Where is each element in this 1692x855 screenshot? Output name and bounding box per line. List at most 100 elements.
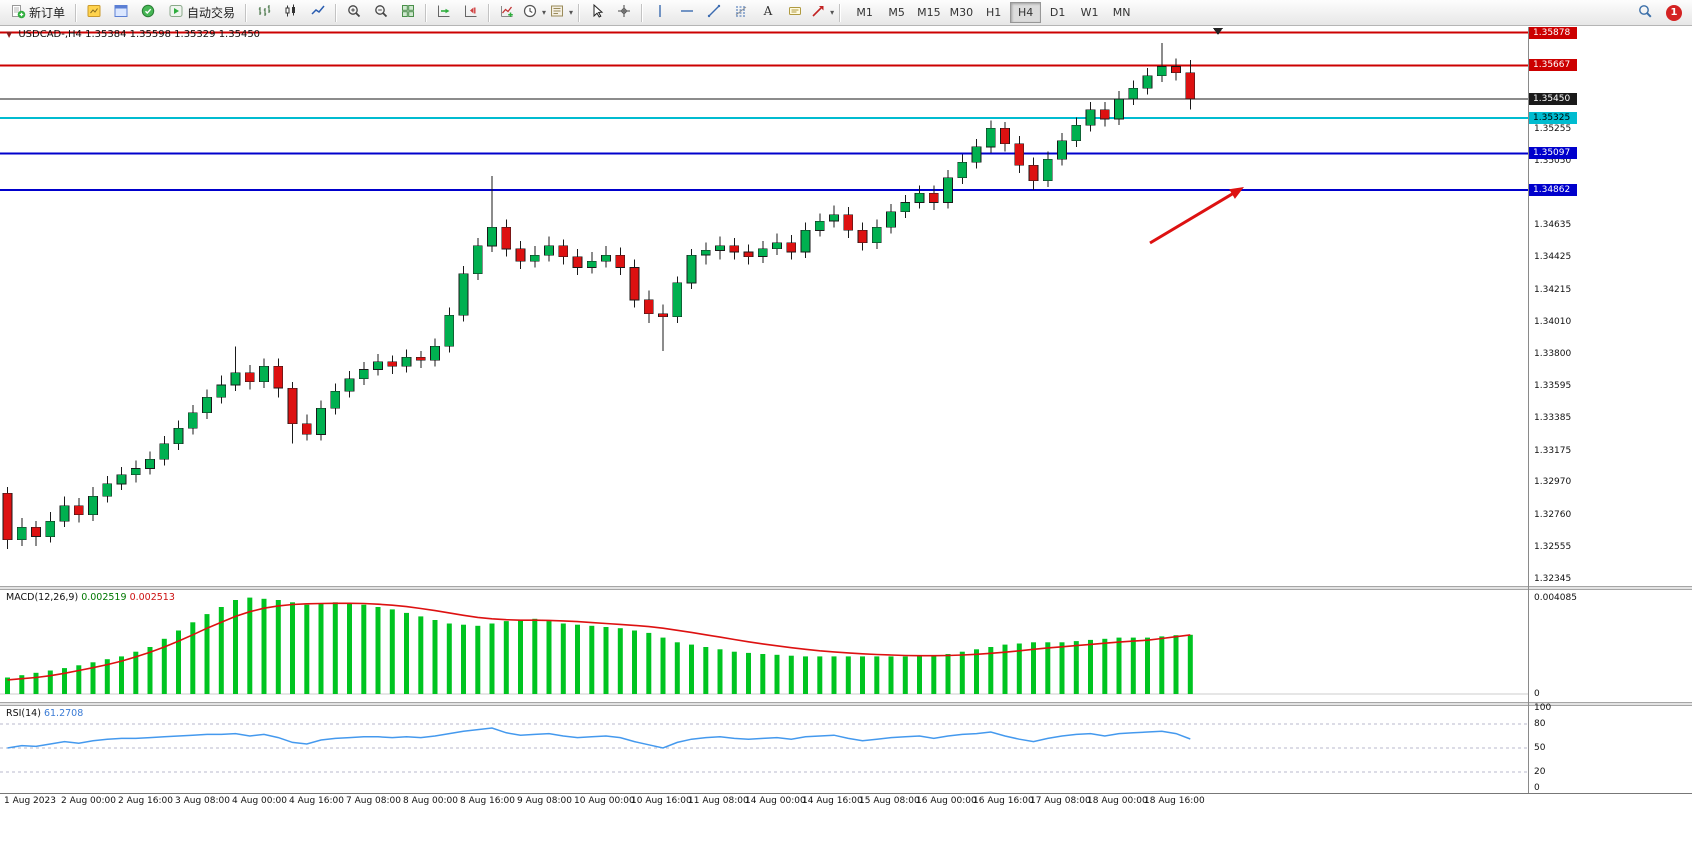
arrow-tools-button[interactable]: ▾ [809,1,835,25]
price-axis-tick: 1.34215 [1534,285,1572,295]
panel-splitter[interactable] [0,586,1692,590]
cursor-icon [589,3,605,23]
price-tag: 1.35450 [1529,93,1577,105]
time-axis-label: 14 Aug 00:00 [745,796,806,806]
line-chart-button[interactable] [305,1,331,25]
search-button[interactable] [1632,1,1658,25]
templates-button[interactable]: ▾ [548,1,574,25]
toolbar-separator [75,3,78,22]
profiles-button[interactable] [108,1,134,25]
data-window-button[interactable] [135,1,161,25]
price-axis-tick: 1.32970 [1534,477,1572,487]
candlestick-chart-button[interactable] [278,1,304,25]
chevron-down-icon: ▾ [830,8,835,17]
metaeditor-button[interactable] [81,1,107,25]
timeframe-H1[interactable]: H1 [985,6,1002,19]
collapse-arrow-icon[interactable]: ▼ [6,30,13,39]
rsi-axis-tick: 80 [1534,719,1546,729]
timeframe-D1[interactable]: D1 [1049,6,1066,19]
timeframe-H4[interactable]: H4 [1010,2,1042,23]
vertical-line-button[interactable] [647,1,673,25]
toolbar-separator [425,3,428,22]
timeframe-M1[interactable]: M1 [856,6,873,19]
chart-ohlc-values: 1.35384 1.35598 1.35329 1.35450 [85,29,261,40]
trendline-icon [706,3,722,23]
trendline-button[interactable] [701,1,727,25]
vertical-line-icon [652,3,668,23]
price-axis-border [1528,27,1529,793]
fibonacci-button[interactable] [728,1,754,25]
time-axis-label: 14 Aug 16:00 [802,796,863,806]
zoom-in-icon [346,3,362,23]
chart-title: ▼ USDCAD-,H4 1.35384 1.35598 1.35329 1.3… [6,29,260,40]
rsi-label: RSI(14) 61.2708 [6,708,83,719]
bar-chart-button[interactable] [251,1,277,25]
chart-shift-button[interactable] [458,1,484,25]
indicators-button[interactable] [494,1,520,25]
rsi-axis-tick: 0 [1534,783,1540,793]
line-chart-icon [310,3,326,23]
timeframe-M5[interactable]: M5 [888,6,905,19]
time-axis[interactable]: 1 Aug 2023 2 Aug 00:00 2 Aug 16:00 3 Aug 08… [0,796,1692,812]
chart-window: ▼ USDCAD-,H4 1.35384 1.35598 1.35329 1.3… [0,27,1692,855]
rsi-canvas[interactable] [0,706,1528,793]
price-chart-canvas[interactable] [0,27,1528,586]
timeframe-W1[interactable]: W1 [1080,6,1099,19]
data-window-icon [140,3,156,23]
cursor-button[interactable] [584,1,610,25]
chart-symbol-label: USDCAD-,H4 [18,29,82,40]
timeframe-M30[interactable]: M30 [949,6,974,19]
indicators-icon [499,3,515,23]
periods-button[interactable]: ▾ [521,1,547,25]
auto-scroll-button[interactable] [431,1,457,25]
auto-trading-icon [168,3,184,22]
text-button[interactable]: A [755,1,781,25]
new-order-button[interactable]: 新订单 [4,1,71,25]
price-axis-tick: 1.34425 [1534,252,1572,262]
bar-chart-icon [256,3,272,23]
timeframe-MN[interactable]: MN [1112,6,1131,19]
time-axis-label: 9 Aug 08:00 [517,796,572,806]
text-icon: A [760,3,776,23]
horizontal-line-button[interactable] [674,1,700,25]
zoom-out-button[interactable] [368,1,394,25]
time-axis-label: 8 Aug 16:00 [460,796,515,806]
tile-windows-button[interactable] [395,1,421,25]
toolbar: 新订单 自动交易 ▾ ▾ A ▾ M1 M5 M15 M30 H1 H4 D1 W1 MN 1 [0,0,1692,26]
crosshair-icon [616,3,632,23]
price-axis-tick: 1.35255 [1534,124,1572,134]
rsi-value: 61.2708 [43,708,84,719]
new-order-icon [10,3,26,22]
price-axis-tick: 1.34010 [1534,317,1572,327]
toolbar-separator [578,3,581,22]
metaeditor-icon [86,3,102,23]
auto-trading-button[interactable]: 自动交易 [162,1,241,25]
profiles-icon [113,3,129,23]
price-tag: 1.34862 [1529,184,1577,196]
macd-canvas[interactable] [0,590,1528,702]
time-axis-label: 17 Aug 08:00 [1030,796,1091,806]
toolbar-separator [245,3,248,22]
svg-text:A: A [763,4,773,18]
notification-badge[interactable]: 1 [1666,4,1682,21]
candlestick-chart-icon [283,3,299,23]
toolbar-separator [839,3,842,22]
price-axis[interactable]: 1.35255 1.35050 1.34635 1.34425 1.34215 1.340… [1528,27,1692,817]
price-axis-tick: 1.35050 [1534,156,1572,166]
zoom-in-button[interactable] [341,1,367,25]
auto-scroll-icon [436,3,452,23]
macd-axis-min: 0 [1534,689,1540,699]
text-label-button[interactable] [782,1,808,25]
price-tag: 1.35878 [1529,27,1577,39]
crosshair-button[interactable] [611,1,637,25]
time-axis-label: 10 Aug 00:00 [574,796,635,806]
price-tag: 1.35667 [1529,59,1577,71]
panel-splitter[interactable] [0,702,1692,706]
time-axis-label: 18 Aug 00:00 [1087,796,1148,806]
price-axis-tick: 1.33595 [1534,381,1572,391]
price-axis-tick: 1.33385 [1534,413,1572,423]
timeframe-M15[interactable]: M15 [917,6,941,19]
price-axis-tick: 1.33175 [1534,446,1572,456]
zoom-out-icon [373,3,389,23]
price-axis-tick: 1.32345 [1534,574,1572,584]
